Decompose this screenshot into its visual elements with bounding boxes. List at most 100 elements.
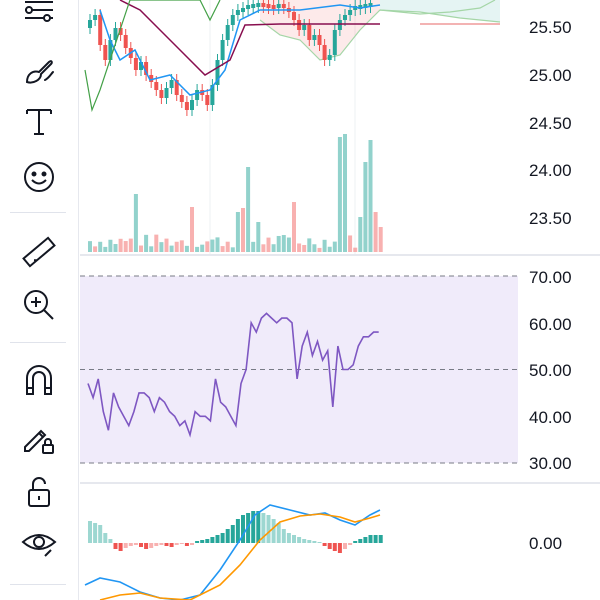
toolbar-separator xyxy=(10,342,66,343)
candle xyxy=(261,3,266,7)
candle xyxy=(113,28,118,40)
candle xyxy=(302,25,307,30)
volume-bar xyxy=(210,239,215,252)
volume-bar xyxy=(332,241,337,252)
volume-bar xyxy=(343,134,347,252)
volume-bar xyxy=(276,235,281,252)
volume-bar xyxy=(133,194,138,252)
candle xyxy=(312,35,317,40)
volume-bar xyxy=(241,208,245,252)
volume-bar xyxy=(118,238,123,252)
ruler-measure-button[interactable] xyxy=(12,230,66,274)
candle xyxy=(317,35,322,45)
candle xyxy=(159,90,164,98)
volume-bar xyxy=(302,244,307,252)
text-tool-button[interactable] xyxy=(12,100,66,144)
macd-histogram-bar xyxy=(363,537,368,543)
candle xyxy=(297,20,302,30)
candle xyxy=(98,15,103,45)
macd-histogram-bar xyxy=(302,539,307,543)
volume-bar xyxy=(215,237,220,252)
candle xyxy=(88,20,92,28)
candle xyxy=(266,4,271,8)
magnet-mode-button[interactable] xyxy=(12,358,66,402)
macd-histogram-bar xyxy=(98,525,103,543)
macd-histogram-bar xyxy=(103,533,108,543)
candle xyxy=(93,15,98,20)
candle xyxy=(118,28,123,35)
candle xyxy=(108,40,113,60)
macd-histogram-bar xyxy=(261,513,266,543)
volume-bar xyxy=(312,244,317,252)
emoji-tool-button[interactable] xyxy=(12,155,66,199)
candle xyxy=(220,40,225,60)
macd-histogram-bar xyxy=(133,543,138,545)
candle xyxy=(337,20,342,30)
macd-pane xyxy=(84,504,383,600)
macd-histogram-bar xyxy=(332,543,337,551)
chart-canvas[interactable] xyxy=(80,0,600,600)
zoom-in-icon xyxy=(24,290,54,320)
brush-tool-button[interactable] xyxy=(12,50,66,94)
zoom-in-button[interactable] xyxy=(12,283,66,327)
pane-divider[interactable] xyxy=(80,254,600,256)
lock-drawing-button[interactable] xyxy=(12,415,66,459)
hide-drawings-button[interactable] xyxy=(12,520,66,564)
macd-histogram-bar xyxy=(210,537,215,543)
volume-bar xyxy=(159,242,164,252)
candle xyxy=(154,82,159,90)
macd-histogram-bar xyxy=(123,543,128,548)
macd-histogram-bar xyxy=(292,535,296,543)
macd-histogram-bar xyxy=(118,543,123,551)
rsi-axis-label: 60.00 xyxy=(529,315,572,334)
macd-histogram-bar xyxy=(128,543,133,546)
macd-histogram-bar xyxy=(179,543,184,544)
volume-bar xyxy=(128,238,133,252)
macd-histogram-bar xyxy=(251,511,256,543)
macd-histogram-bar xyxy=(195,541,200,543)
macd-histogram-bar xyxy=(281,529,286,543)
rsi-line xyxy=(87,312,379,438)
chart-area[interactable]: 25.50 25.00 24.50 24.00 23.50 70.00 60.0… xyxy=(80,0,600,600)
macd-histogram-bar xyxy=(297,537,302,543)
candle xyxy=(368,3,373,7)
macd-histogram-bar xyxy=(144,543,149,549)
volume-bar xyxy=(246,167,251,252)
macd-histogram-bar xyxy=(184,543,189,546)
volume-bar xyxy=(190,207,194,252)
macd-histogram-bar xyxy=(164,543,169,546)
volume-bar xyxy=(281,235,286,252)
macd-histogram-bar xyxy=(307,540,312,543)
candle xyxy=(174,80,179,95)
macd-histogram-bar xyxy=(286,533,291,543)
price-axis-label: 24.00 xyxy=(529,161,572,180)
rsi-axis-label: 50.00 xyxy=(529,361,572,380)
volume-bar xyxy=(261,244,266,252)
pane-divider[interactable] xyxy=(80,482,600,484)
volume-bar xyxy=(154,234,159,252)
conversion-line xyxy=(99,4,381,96)
macd-histogram-bar xyxy=(348,543,353,545)
volume-bar xyxy=(113,244,118,252)
candle xyxy=(195,90,200,100)
volume-bar xyxy=(256,222,261,252)
candle xyxy=(210,85,215,105)
volume-bar xyxy=(230,247,235,252)
volume-bar xyxy=(271,244,276,252)
volume-bar xyxy=(358,217,363,252)
volume-pane xyxy=(88,134,383,252)
trend-line-tools-button[interactable] xyxy=(12,0,66,38)
volume-bar xyxy=(205,241,210,252)
macd-histogram-bar xyxy=(230,525,235,543)
candle xyxy=(281,4,286,8)
hide-drawings-icon xyxy=(21,534,57,557)
price-pane xyxy=(84,0,501,254)
macd-histogram-bar xyxy=(327,543,332,549)
unlock-button[interactable] xyxy=(12,470,66,514)
text-tool-icon xyxy=(26,109,52,135)
candle xyxy=(230,15,235,25)
candle xyxy=(179,95,184,102)
macd-histogram-bar xyxy=(113,543,118,549)
macd-histogram-bar xyxy=(368,535,373,543)
leading-span-a xyxy=(379,0,496,15)
